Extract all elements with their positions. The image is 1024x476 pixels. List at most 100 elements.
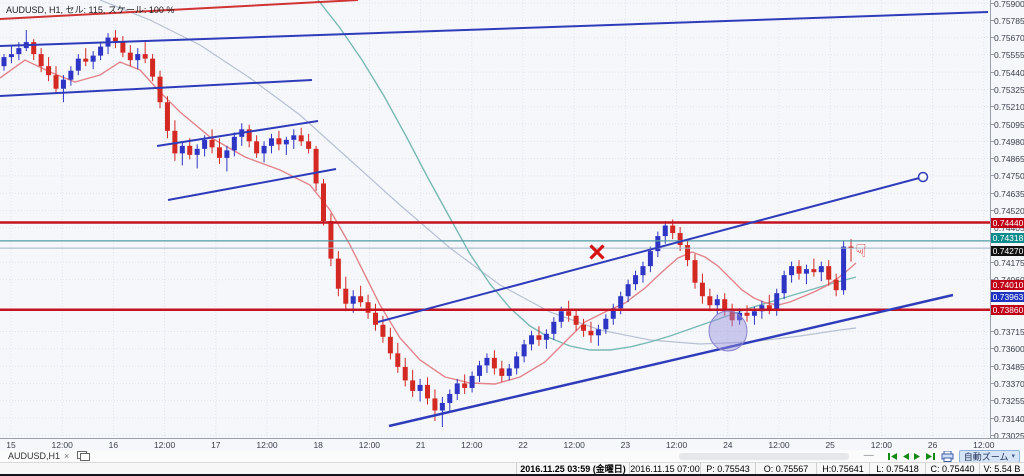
price-marker-0.74270: 0.74270 <box>991 246 1024 257</box>
bull-candle <box>224 150 230 158</box>
chart-title: AUDUSD, H1, セル: 115, スケール: 100 % <box>6 5 175 15</box>
price-tick-dash <box>991 192 994 194</box>
price-tick-dash <box>991 2 994 4</box>
flag-lower-line[interactable] <box>167 168 337 201</box>
bear-candle <box>462 383 468 388</box>
price-tick-label: 0.73370 <box>994 378 1024 389</box>
channel-lower-line[interactable] <box>388 293 954 428</box>
scroll-minus-icon[interactable]: — <box>863 450 874 461</box>
price-marker-0.74440: 0.74440 <box>991 217 1024 228</box>
time-axis[interactable]: 15 12:00 16 12:00 17 12:00 18 12:00 21 12:00 22 12:… <box>0 438 1024 451</box>
bear-candle <box>246 129 252 142</box>
price-tick-label: 0.75095 <box>994 119 1024 130</box>
time-tick-label: 12:00 <box>153 440 176 450</box>
price-tick-label: 0.75785 <box>994 15 1024 26</box>
price-tick-dash <box>991 348 994 350</box>
bear-candle <box>172 130 178 154</box>
bear-candle <box>38 54 44 67</box>
upper-long-trendline[interactable] <box>0 11 989 47</box>
bear-candle <box>677 233 683 246</box>
bear-candle <box>373 312 378 325</box>
trendline-endpoint-circle[interactable] <box>917 171 929 183</box>
cascade-windows-icon[interactable] <box>77 451 91 461</box>
go-first-icon[interactable] <box>887 452 898 461</box>
bottom-edge-strip <box>0 474 1024 476</box>
time-tick-label: 16 <box>108 440 119 450</box>
bear-candle <box>699 282 705 297</box>
bull-candle <box>841 246 847 291</box>
x-mark-annotation[interactable] <box>589 244 605 260</box>
go-last-icon[interactable] <box>925 452 936 461</box>
bull-candle <box>231 136 237 151</box>
bull-candle <box>803 269 809 274</box>
bull-candle <box>439 402 445 411</box>
price-axis[interactable]: 0.75900 0.75785 0.75670 0.75555 0.75440 0.753… <box>990 0 1024 441</box>
bull-candle <box>603 318 609 330</box>
bull-candle <box>759 305 765 312</box>
printer-icon[interactable] <box>941 450 954 462</box>
candlestick-chart[interactable]: ☟ <box>0 0 990 438</box>
channel-upper-line[interactable] <box>377 176 924 323</box>
bull-candle <box>618 296 624 309</box>
price-tick-label: 0.74175 <box>994 257 1024 268</box>
chevron-down-icon: ▾ <box>1011 453 1015 460</box>
bull-candle <box>633 275 639 285</box>
bear-candle <box>358 296 364 303</box>
tab-close-icon[interactable]: × <box>64 451 70 461</box>
price-tick-label: 0.74635 <box>994 188 1024 199</box>
price-tick-dash <box>991 365 994 367</box>
time-tick-label: 24 <box>723 440 733 450</box>
tab-label: AUDUSD,H1 <box>8 451 61 461</box>
status-bar: 2016.11.25 03:59 (金曜日) 2016.11.15 07:00 … <box>0 462 1024 475</box>
price-tick-dash <box>991 279 994 281</box>
price-tick-label: 0.73715 <box>994 327 1024 338</box>
chart-scrollbar[interactable] <box>678 452 849 460</box>
status-low: L: 0.75418 <box>869 463 925 475</box>
bull-candle <box>506 368 512 376</box>
step-back-icon[interactable] <box>901 452 910 461</box>
minor-trendline[interactable] <box>0 79 313 97</box>
auto-zoom-button[interactable]: 自動ズーム ▾ <box>958 449 1020 463</box>
price-tick-dash <box>991 54 994 56</box>
status-close: C: 0.75440 <box>925 463 979 475</box>
bear-candle <box>826 266 832 280</box>
bull-candle <box>454 383 460 394</box>
auto-zoom-label: 自動ズーム <box>963 451 1009 462</box>
tab-audusd-h1[interactable]: AUDUSD,H1 × <box>0 450 73 462</box>
time-tick-label: 12:00 <box>563 440 585 450</box>
time-tick-label: 12:00 <box>973 440 995 450</box>
bear-candle <box>254 141 260 154</box>
price-marker-0.74010: 0.74010 <box>991 280 1024 291</box>
price-tick-dash <box>991 158 994 160</box>
bear-candle <box>112 37 118 43</box>
bear-candle <box>83 58 89 62</box>
bear-candle <box>566 311 572 316</box>
time-tick-label: 12:00 <box>870 440 893 450</box>
bull-candle <box>447 393 453 403</box>
chart-tab-bar: AUDUSD,H1 × — 自動ズーム ▾ <box>0 449 1024 463</box>
bear-candle <box>387 336 393 354</box>
price-tick-dash <box>991 261 994 263</box>
horizontal-lines <box>0 221 990 311</box>
bear-candle <box>53 75 59 89</box>
price-marker-0.74318: 0.74318 <box>991 232 1024 243</box>
bear-candle <box>157 76 163 103</box>
price-tick-label: 0.75325 <box>994 84 1024 95</box>
price-tick-dash <box>991 227 994 229</box>
red-descending-line[interactable] <box>0 0 359 20</box>
highlight-ellipse[interactable] <box>708 310 748 352</box>
chart-plot-area[interactable]: ☟ AUDUSD, H1, セル: 115, スケール: 100 % <box>0 0 990 438</box>
price-tick-label: 0.74060 <box>994 275 1024 285</box>
thumbs-down-icon[interactable]: ☟ <box>856 241 867 261</box>
status-open: O: 0.75567 <box>755 463 816 475</box>
bull-candle <box>781 275 787 294</box>
flag-upper-line[interactable] <box>156 120 319 147</box>
price-tick-dash <box>991 400 994 402</box>
price-tick-dash <box>991 331 994 333</box>
bull-candle <box>751 311 757 316</box>
bear-candle <box>164 102 170 131</box>
step-forward-icon[interactable] <box>913 452 922 461</box>
time-tick-label: 17 <box>211 440 221 450</box>
price-tick-dash <box>991 175 994 177</box>
